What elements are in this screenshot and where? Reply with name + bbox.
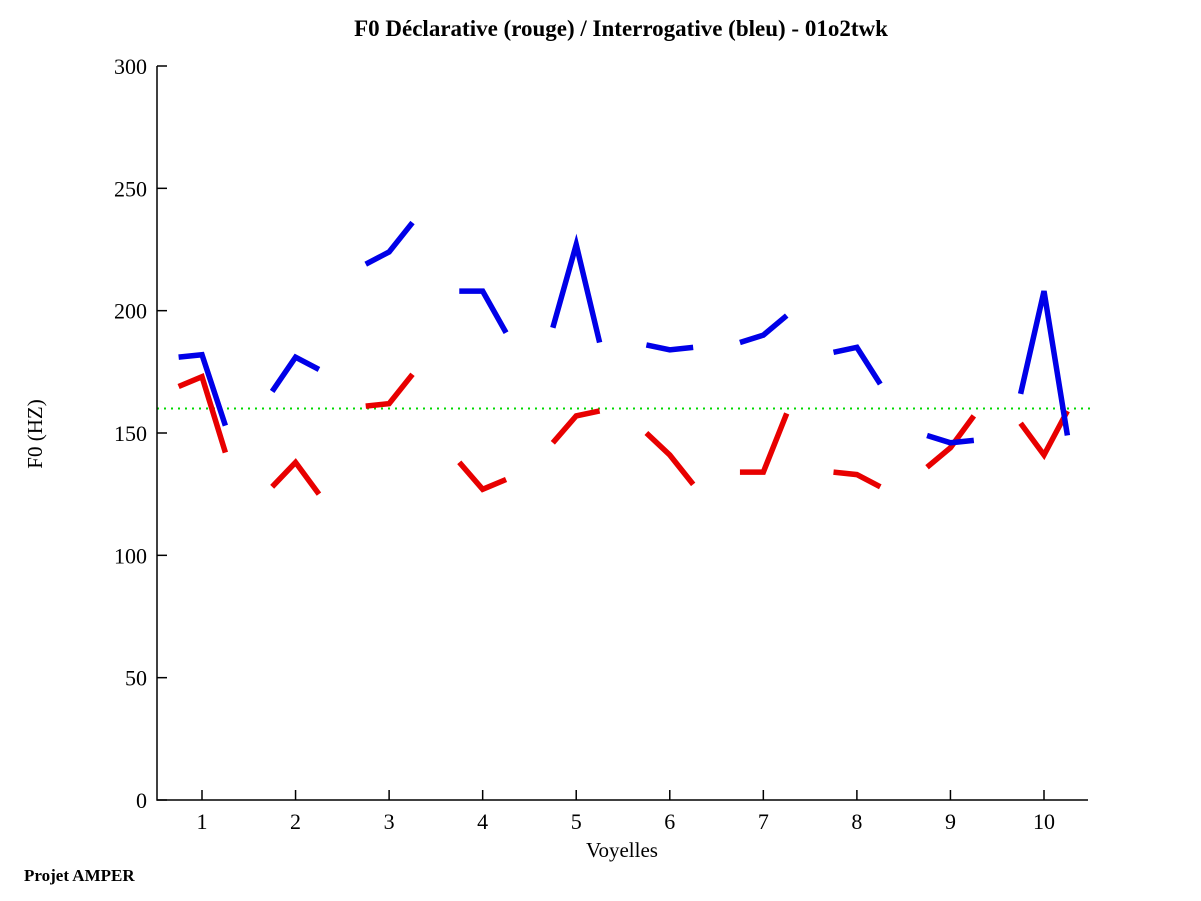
x-tick-label-4: 4	[477, 809, 488, 834]
x-tick-label-7: 7	[758, 809, 769, 834]
plot-area: 0 50 100 150 200 250 300 1 2 3 4 5 6 7 8 9 10	[114, 54, 1090, 834]
x-tick-label-1: 1	[197, 809, 208, 834]
declarative-segment-v5	[550, 408, 601, 445]
declarative-segment-v1	[177, 373, 229, 454]
x-tick-label-3: 3	[384, 809, 395, 834]
y-tick-label-150: 150	[114, 421, 147, 446]
y-tick-label-100: 100	[114, 543, 147, 568]
declarative-segment-v2	[270, 458, 322, 496]
x-tick-label-6: 6	[664, 809, 675, 834]
x-tick-label-8: 8	[851, 809, 862, 834]
interrogative-segment-v6	[645, 342, 694, 353]
x-tick-label-9: 9	[945, 809, 956, 834]
y-tick-label-0: 0	[136, 788, 147, 813]
axes-spines	[156, 66, 1088, 801]
y-tick-label-250: 250	[114, 176, 147, 201]
interrogative-segment-v3	[364, 220, 415, 267]
declarative-segment-v4	[457, 460, 508, 493]
declarative-segment-v10	[1018, 409, 1070, 461]
interrogative-segment-v4	[459, 288, 509, 335]
interrogative-segment-v5	[550, 233, 603, 344]
y-axis-label: F0 (HZ)	[23, 399, 47, 468]
y-tick-label-300: 300	[114, 54, 147, 79]
x-tick-label-2: 2	[290, 809, 301, 834]
project-footer-label: Projet AMPER	[24, 866, 135, 885]
y-tick-label-50: 50	[125, 666, 147, 691]
declarative-segment-v7	[739, 412, 790, 475]
chart-title: F0 Déclarative (rouge) / Interrogative (…	[354, 16, 888, 41]
interrogative-segment-v9	[926, 432, 975, 446]
declarative-segment-v6	[644, 430, 696, 487]
interrogative-segment-v10	[1017, 290, 1071, 436]
y-tick-label-200: 200	[114, 299, 147, 324]
declarative-segment-v3	[365, 372, 415, 409]
interrogative-segment-v8	[832, 344, 883, 386]
interrogative-segment-v1	[178, 351, 229, 427]
x-tick-label-10: 10	[1033, 809, 1055, 834]
declarative-segment-v8	[833, 469, 882, 490]
interrogative-segment-v7	[739, 313, 789, 346]
interrogative-segment-v2	[269, 353, 321, 393]
x-axis-label: Voyelles	[586, 838, 658, 862]
declarative-segment-v9	[925, 414, 977, 470]
x-tick-label-5: 5	[571, 809, 582, 834]
